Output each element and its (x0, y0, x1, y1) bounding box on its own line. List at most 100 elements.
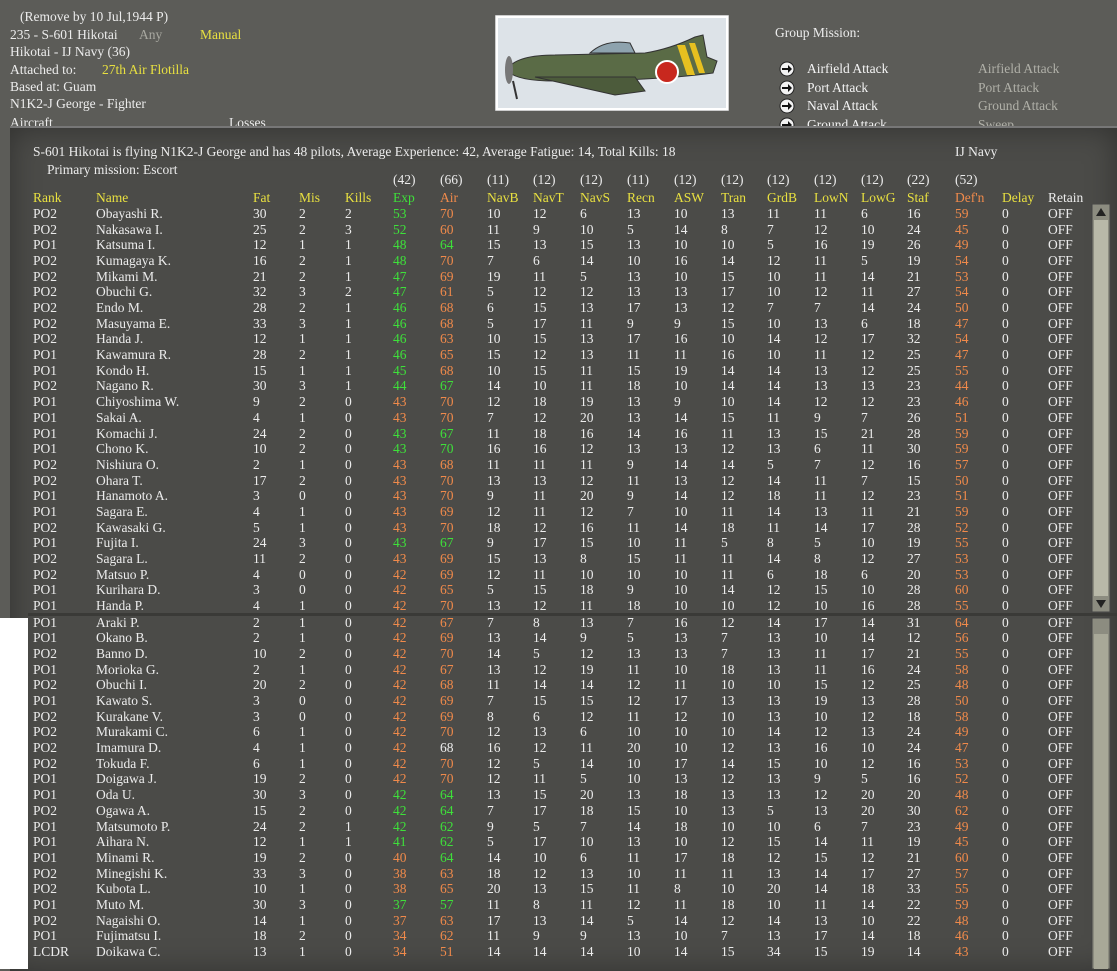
cell[interactable]: Handa P. (96, 598, 144, 613)
cell[interactable]: Nishiura O. (96, 456, 159, 472)
cell[interactable]: OFF (1048, 566, 1073, 582)
mission-alternate[interactable]: Ground Attack (978, 98, 1058, 113)
cell[interactable]: Kurakane V. (96, 708, 163, 724)
cell[interactable]: Katsuma I. (96, 237, 156, 253)
cell[interactable]: Muto M. (96, 896, 145, 912)
cell[interactable]: OFF (1048, 535, 1073, 551)
cell[interactable]: Araki P. (96, 614, 140, 630)
cell[interactable]: Kubota L. (96, 881, 151, 897)
cell[interactable]: OFF (1048, 362, 1073, 378)
cell[interactable]: Doigawa J. (96, 771, 157, 787)
cell[interactable]: Fujimatsu I. (96, 928, 162, 944)
cell[interactable]: Fujita I. (96, 535, 139, 551)
column-header[interactable]: Delay (1002, 190, 1035, 205)
column-header[interactable]: Recn (627, 190, 655, 205)
cell[interactable]: Endo M. (96, 300, 144, 316)
mission-option[interactable]: Port Attack (807, 80, 869, 95)
cell[interactable]: OFF (1048, 614, 1073, 630)
cell[interactable]: Morioka G. (96, 661, 159, 677)
column-header[interactable]: Staf (907, 190, 929, 205)
column-header[interactable]: Exp (393, 190, 415, 205)
cell[interactable]: Minami R. (96, 849, 155, 865)
cell[interactable]: Aihara N. (96, 834, 150, 850)
cell[interactable]: OFF (1048, 300, 1073, 316)
cell[interactable]: OFF (1048, 550, 1073, 566)
cell[interactable]: OFF (1048, 818, 1073, 834)
cell[interactable]: Kawasaki G. (96, 519, 166, 535)
cell[interactable]: OFF (1048, 347, 1073, 363)
cell[interactable]: OFF (1048, 409, 1073, 425)
cell[interactable]: OFF (1048, 849, 1073, 865)
cell[interactable]: OFF (1048, 881, 1073, 897)
column-header[interactable]: GrdB (767, 190, 797, 205)
cell[interactable]: OFF (1048, 661, 1073, 677)
cell[interactable]: Obuchi G. (96, 284, 153, 300)
cell[interactable]: OFF (1048, 677, 1073, 693)
cell[interactable]: Matsumoto P. (96, 818, 171, 834)
cell[interactable]: OFF (1048, 221, 1073, 237)
cell[interactable]: OFF (1048, 582, 1073, 598)
mission-icon[interactable] (779, 80, 795, 96)
cell[interactable]: OFF (1048, 708, 1073, 724)
cell[interactable]: Nakasawa I. (96, 221, 163, 237)
cell[interactable]: Chiyoshima W. (96, 394, 180, 410)
cell[interactable]: Matsuo P. (96, 566, 150, 582)
cell[interactable]: Ohara T. (96, 472, 143, 488)
cell[interactable]: OFF (1048, 928, 1073, 944)
mission-icon[interactable] (779, 98, 795, 114)
cell[interactable]: OFF (1048, 787, 1073, 803)
cell[interactable]: OFF (1048, 646, 1073, 662)
cell[interactable]: Doikawa C. (96, 943, 161, 959)
cell[interactable]: OFF (1048, 802, 1073, 818)
cell[interactable]: OFF (1048, 865, 1073, 881)
column-header[interactable]: Mis (299, 190, 321, 205)
cell[interactable]: OFF (1048, 630, 1073, 646)
column-header[interactable]: LowN (814, 190, 849, 205)
cell[interactable]: OFF (1048, 456, 1073, 472)
cell[interactable]: Masuyama E. (96, 315, 171, 331)
cell[interactable]: Minegishi K. (96, 865, 168, 881)
cell[interactable]: Obayashi R. (96, 206, 163, 221)
column-header[interactable]: NavB (487, 190, 519, 205)
mission-alternate[interactable]: Airfield Attack (978, 61, 1060, 76)
cell[interactable]: OFF (1048, 472, 1073, 488)
cell[interactable]: Sakai A. (96, 409, 142, 425)
mission-alternate[interactable]: Port Attack (978, 80, 1040, 95)
cell[interactable]: Kurihara D. (96, 582, 161, 598)
cell[interactable]: OFF (1048, 724, 1073, 740)
cell[interactable]: Hanamoto A. (96, 488, 168, 504)
cell[interactable]: Sagara L. (96, 550, 148, 566)
cell[interactable]: Chono K. (96, 441, 149, 457)
column-header[interactable]: LowG (861, 190, 896, 205)
cell[interactable]: Oda U. (96, 787, 135, 803)
cell[interactable]: OFF (1048, 912, 1073, 928)
cell[interactable]: OFF (1048, 834, 1073, 850)
column-header[interactable]: NavT (533, 190, 564, 205)
column-header[interactable]: NavS (580, 190, 610, 205)
mission-option[interactable]: Naval Attack (807, 98, 878, 113)
column-header[interactable]: ASW (674, 190, 704, 205)
column-header[interactable]: Rank (33, 190, 62, 205)
column-header[interactable]: Air (440, 190, 458, 205)
cell[interactable]: OFF (1048, 315, 1073, 331)
cell[interactable]: Murakami C. (96, 724, 168, 740)
cell[interactable]: Okano B. (96, 630, 148, 646)
mission-option[interactable]: Airfield Attack (807, 61, 889, 76)
cell[interactable]: OFF (1048, 503, 1073, 519)
cell[interactable]: Nagaishi O. (96, 912, 161, 928)
cell[interactable]: OFF (1048, 740, 1073, 756)
cell[interactable]: OFF (1048, 943, 1073, 959)
cell[interactable]: OFF (1048, 488, 1073, 504)
cell[interactable]: OFF (1048, 771, 1073, 787)
cell[interactable]: Imamura D. (96, 740, 162, 756)
cell[interactable]: OFF (1048, 268, 1073, 284)
cell[interactable]: OFF (1048, 237, 1073, 253)
column-header[interactable]: Name (96, 190, 129, 205)
cell[interactable]: OFF (1048, 519, 1073, 535)
cell[interactable]: OFF (1048, 253, 1073, 269)
column-header[interactable]: Def'n (955, 190, 985, 205)
cell[interactable]: Sagara E. (96, 503, 148, 519)
cell[interactable]: OFF (1048, 896, 1073, 912)
cell[interactable]: Tokuda F. (96, 755, 150, 771)
cell[interactable]: OFF (1048, 284, 1073, 300)
